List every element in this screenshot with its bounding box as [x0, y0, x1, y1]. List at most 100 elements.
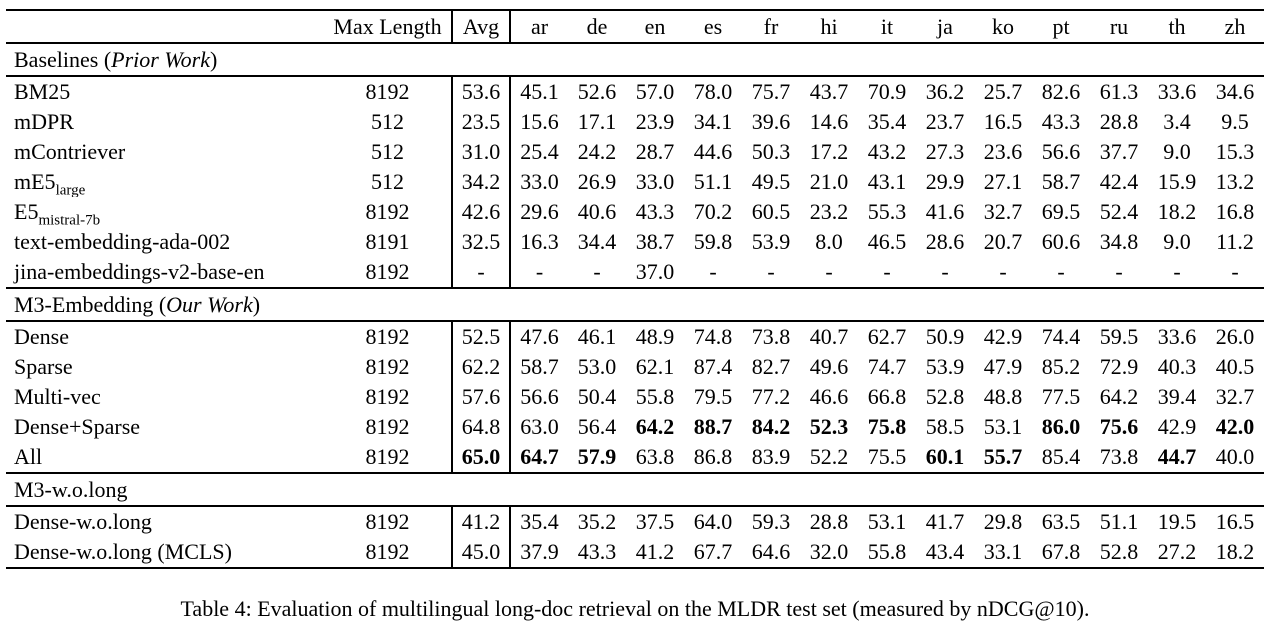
model-name: BM25 [14, 79, 71, 104]
model-name-subscript: mistral-7b [38, 212, 101, 227]
score-cell: 60.5 [751, 199, 791, 224]
score-cell: 83.9 [751, 444, 791, 469]
score-cell: 53.1 [867, 509, 907, 534]
model-name: Dense+Sparse [14, 414, 141, 439]
table-row: Dense 8192 52.5 47.6 46.1 48.9 74.8 73.8 40.7 62.… [6, 321, 1264, 352]
score-cell: 40.5 [1215, 354, 1255, 379]
score-cell: 25.4 [520, 139, 559, 164]
score-cell: 8.0 [815, 229, 843, 254]
model-name: All [14, 444, 43, 469]
score-cell: 38.7 [635, 229, 675, 254]
score-cell: 33.6 [1157, 79, 1197, 104]
score-cell: 27.1 [983, 169, 1023, 194]
model-name: Dense-w.o.long [14, 509, 152, 534]
score-cell: 39.6 [751, 109, 791, 134]
table-row: Multi-vec 8192 57.6 56.6 50.4 55.8 79.5 77.2 46.… [6, 382, 1264, 412]
avg-value: 23.5 [452, 107, 511, 137]
table-row: jina-embeddings-v2-base-en 8192- - -37.0- - -… [6, 257, 1264, 288]
table-row: All 8192 65.0 64.7 57.9 63.8 86.8 83.9 52.2 75.5 6… [6, 442, 1264, 473]
score-cell: 88.7 [693, 414, 733, 439]
score-cell: 75.7 [751, 79, 791, 104]
score-cell: 14.6 [809, 109, 849, 134]
max-length-value: 512 [324, 107, 453, 137]
max-length-value: 8192 [324, 197, 453, 227]
score-cell: 43.1 [867, 169, 907, 194]
score-cell: 73.8 [751, 324, 791, 349]
score-cell: 73.8 [1099, 444, 1139, 469]
score-cell: 41.2 [635, 539, 675, 564]
table-caption: Table 4: Evaluation of multilingual long… [180, 596, 1090, 621]
avg-value: 41.2 [452, 506, 511, 537]
score-cell: 74.7 [867, 354, 907, 379]
max-length-value: 8192 [324, 76, 453, 107]
model-name: Multi-vec [14, 384, 101, 409]
score-cell: 47.6 [520, 324, 559, 349]
header-avg: Avg [452, 10, 511, 43]
score-cell: 33.1 [983, 539, 1023, 564]
header-lang-th: th [1168, 13, 1186, 39]
score-cell: 52.6 [577, 79, 617, 104]
score-cell: 87.4 [693, 354, 733, 379]
score-cell: 84.2 [751, 414, 791, 439]
score-cell: 46.5 [867, 229, 907, 254]
score-cell: 52.4 [1099, 199, 1139, 224]
score-cell: 52.3 [809, 414, 849, 439]
table-row: Dense-w.o.long 8192 41.2 35.4 35.2 37.5 64.0 59… [6, 506, 1264, 537]
score-cell: 58.5 [925, 414, 965, 439]
score-cell: 63.8 [635, 444, 675, 469]
score-cell: 57.9 [577, 444, 617, 469]
score-cell: 33.0 [520, 169, 559, 194]
score-cell: 3.4 [1163, 109, 1191, 134]
score-cell: 34.8 [1099, 229, 1139, 254]
score-cell: 45.1 [520, 79, 559, 104]
avg-value: 53.6 [452, 76, 511, 107]
score-cell: 34.6 [1215, 79, 1255, 104]
avg-value: 34.2 [452, 167, 511, 197]
score-cell: 43.3 [577, 539, 617, 564]
score-cell: 64.6 [751, 539, 791, 564]
score-cell: 36.2 [925, 79, 965, 104]
score-cell: 16.5 [1215, 509, 1255, 534]
score-cell: - [767, 259, 775, 284]
score-cell: - [1231, 259, 1239, 284]
max-length-value: 8192 [324, 382, 453, 412]
max-length-value: 8192 [324, 506, 453, 537]
score-cell: 28.8 [1099, 109, 1139, 134]
model-name: text-embedding-ada-002 [14, 229, 231, 254]
score-cell: 40.6 [577, 199, 617, 224]
score-cell: 16.8 [1215, 199, 1255, 224]
section-header-row: Baselines (Prior Work) [6, 43, 1264, 76]
header-lang-es: es [703, 13, 723, 39]
score-cell: 35.4 [520, 509, 559, 534]
score-cell: 59.3 [751, 509, 791, 534]
score-cell: 47.9 [983, 354, 1023, 379]
section-header-row: M3-Embedding (Our Work) [6, 288, 1264, 321]
score-cell: 28.6 [925, 229, 965, 254]
score-cell: 37.9 [520, 539, 559, 564]
score-cell: - [1173, 259, 1181, 284]
score-cell: 26.0 [1215, 324, 1255, 349]
score-cell: 66.8 [867, 384, 907, 409]
header-row-label [6, 10, 324, 43]
avg-value: 42.6 [452, 197, 511, 227]
score-cell: 49.5 [751, 169, 791, 194]
score-cell: 15.6 [520, 109, 559, 134]
score-cell: 50.3 [751, 139, 791, 164]
score-cell: 15.3 [1215, 139, 1255, 164]
header-lang-it: it [880, 13, 894, 39]
avg-value: 64.8 [452, 412, 511, 442]
section-header-row: M3-w.o.long [6, 473, 1264, 506]
score-cell: 75.6 [1099, 414, 1139, 439]
score-cell: 53.9 [751, 229, 791, 254]
score-cell: 52.2 [809, 444, 849, 469]
score-cell: 40.3 [1157, 354, 1197, 379]
header-lang-fr: fr [763, 13, 779, 39]
score-cell: 19.5 [1157, 509, 1197, 534]
score-cell: - [593, 259, 601, 284]
score-cell: 55.7 [983, 444, 1023, 469]
score-cell: 43.7 [809, 79, 849, 104]
score-cell: 74.4 [1041, 324, 1081, 349]
score-cell: 51.1 [1099, 509, 1139, 534]
score-cell: 9.0 [1163, 139, 1191, 164]
